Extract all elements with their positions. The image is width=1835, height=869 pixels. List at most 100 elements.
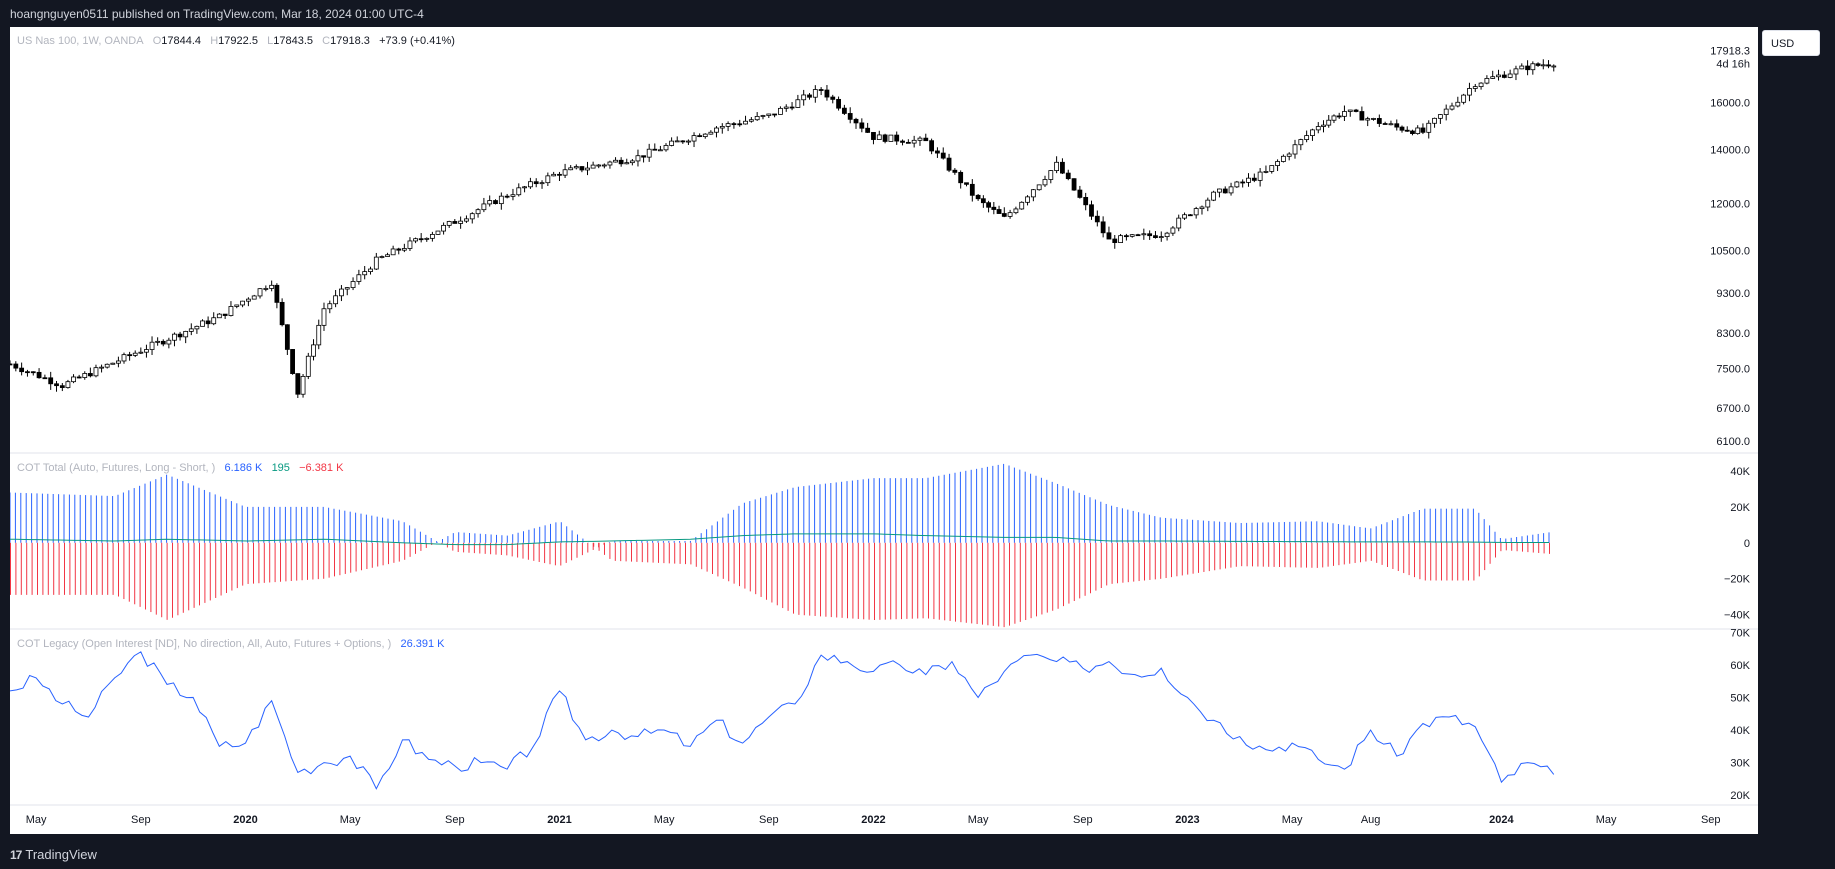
candle-body [93, 367, 99, 377]
candle-body [579, 166, 585, 171]
candle-body [783, 106, 789, 109]
candle-body [812, 89, 818, 98]
candle-body [680, 140, 686, 143]
candle-body [1065, 172, 1071, 180]
candle-body [1083, 197, 1089, 206]
candle-body [539, 182, 545, 185]
candle-body [279, 301, 285, 326]
candle-body [385, 254, 390, 257]
candle-body [836, 98, 841, 109]
chart-area[interactable]: 16000.0 14000.0 12000.0 10500.0 9300.0 8300.0… [10, 27, 1758, 834]
open-label: O [152, 35, 162, 47]
candle-body [1263, 171, 1269, 173]
candle-body [1036, 184, 1042, 191]
candle-body [222, 313, 228, 316]
time-axis-label: 2023 [1175, 814, 1199, 826]
candle-body [1513, 68, 1519, 75]
tradingview-logo-text: TradingView [25, 847, 97, 862]
candle-body [1112, 238, 1118, 244]
cot-legacy-legend: COT Legacy (Open Interest [ND], No direc… [17, 638, 445, 650]
candle-body [743, 120, 748, 125]
cot-total-long-value: 6.186 K [224, 462, 263, 474]
candle-body [719, 126, 725, 129]
candle-body [48, 377, 54, 385]
candle-body [458, 220, 464, 224]
candle-body [1484, 78, 1490, 84]
candle-body [284, 324, 290, 350]
candle-body [211, 317, 217, 325]
time-axis-label: 2022 [861, 814, 885, 826]
candle-body [311, 344, 316, 357]
candle-body [1013, 208, 1019, 214]
symbol-info: US Nas 100, 1W, OANDA [17, 35, 144, 47]
candle-body [205, 320, 211, 325]
candle-body [1007, 212, 1013, 217]
time-axis-label: May [1596, 814, 1617, 826]
candle-body [1251, 177, 1257, 181]
candle-body [290, 349, 295, 374]
candle-body [177, 333, 183, 338]
candle-body [1304, 135, 1310, 140]
candle-body [1205, 199, 1211, 208]
candle-body [194, 325, 200, 330]
candle-body [42, 377, 48, 380]
candle-body [607, 161, 613, 166]
candle-body [748, 119, 754, 122]
candle-body [708, 131, 714, 135]
candle-body [601, 164, 607, 167]
candle-body [1164, 232, 1170, 238]
time-axis-label: 2024 [1489, 814, 1514, 826]
candle-body [475, 209, 481, 215]
candle-body [1193, 208, 1199, 216]
candle-body [240, 300, 245, 306]
candle-body [991, 206, 997, 210]
candle-body [1371, 118, 1376, 120]
candle-body [613, 159, 618, 163]
candle-body [1472, 86, 1478, 89]
candle-body [789, 106, 795, 109]
candle-body [1147, 233, 1153, 237]
candle-body [900, 140, 905, 143]
chart-canvas[interactable]: 16000.0 14000.0 12000.0 10500.0 9300.0 8300.0… [10, 27, 1758, 834]
candle-body [216, 313, 222, 319]
candle-body [697, 135, 703, 138]
cot-total-axis-label: −20K [1724, 574, 1751, 586]
currency-button[interactable]: USD [1762, 30, 1820, 56]
cot-legacy-axis-label: 40K [1730, 725, 1750, 737]
candle-body [766, 113, 772, 116]
candle-body [429, 234, 435, 239]
candle-body [76, 376, 82, 379]
price-legend: US Nas 100, 1W, OANDA O17844.4 H17922.5 … [17, 35, 455, 47]
candle-body [714, 127, 719, 133]
candle-body [200, 320, 205, 327]
publish-header: hoangnguyen0511 published on TradingView… [0, 0, 1835, 28]
price-change: +73.9 (+0.41%) [379, 35, 455, 47]
candle-body [1286, 153, 1292, 157]
time-axis-label: Sep [445, 814, 465, 826]
publish-info: hoangnguyen0511 published on TradingView… [10, 7, 424, 21]
open-interest-line [10, 651, 1555, 790]
candle-body [504, 195, 510, 198]
candle-body [1019, 201, 1025, 210]
cot-total-net-value: 195 [271, 462, 290, 474]
candle-body [295, 373, 301, 395]
candle-body [396, 248, 402, 251]
candle-body [65, 381, 71, 388]
candle-body [847, 113, 853, 120]
candle-body [1153, 235, 1158, 238]
tradingview-logo[interactable]: 17 TradingView [10, 847, 97, 862]
candle-body [1077, 189, 1083, 198]
candle-body [1535, 63, 1541, 66]
candle-body [452, 221, 458, 224]
candle-body [390, 248, 396, 256]
candle-body [54, 383, 59, 387]
candle-body [568, 167, 574, 171]
candle-body [969, 183, 975, 196]
candle-body [127, 354, 133, 357]
candle-body [441, 224, 446, 232]
candle-body [510, 194, 516, 197]
time-axis-label: Sep [1701, 814, 1721, 826]
candle-body [1342, 111, 1347, 117]
candle-body [1048, 170, 1054, 180]
